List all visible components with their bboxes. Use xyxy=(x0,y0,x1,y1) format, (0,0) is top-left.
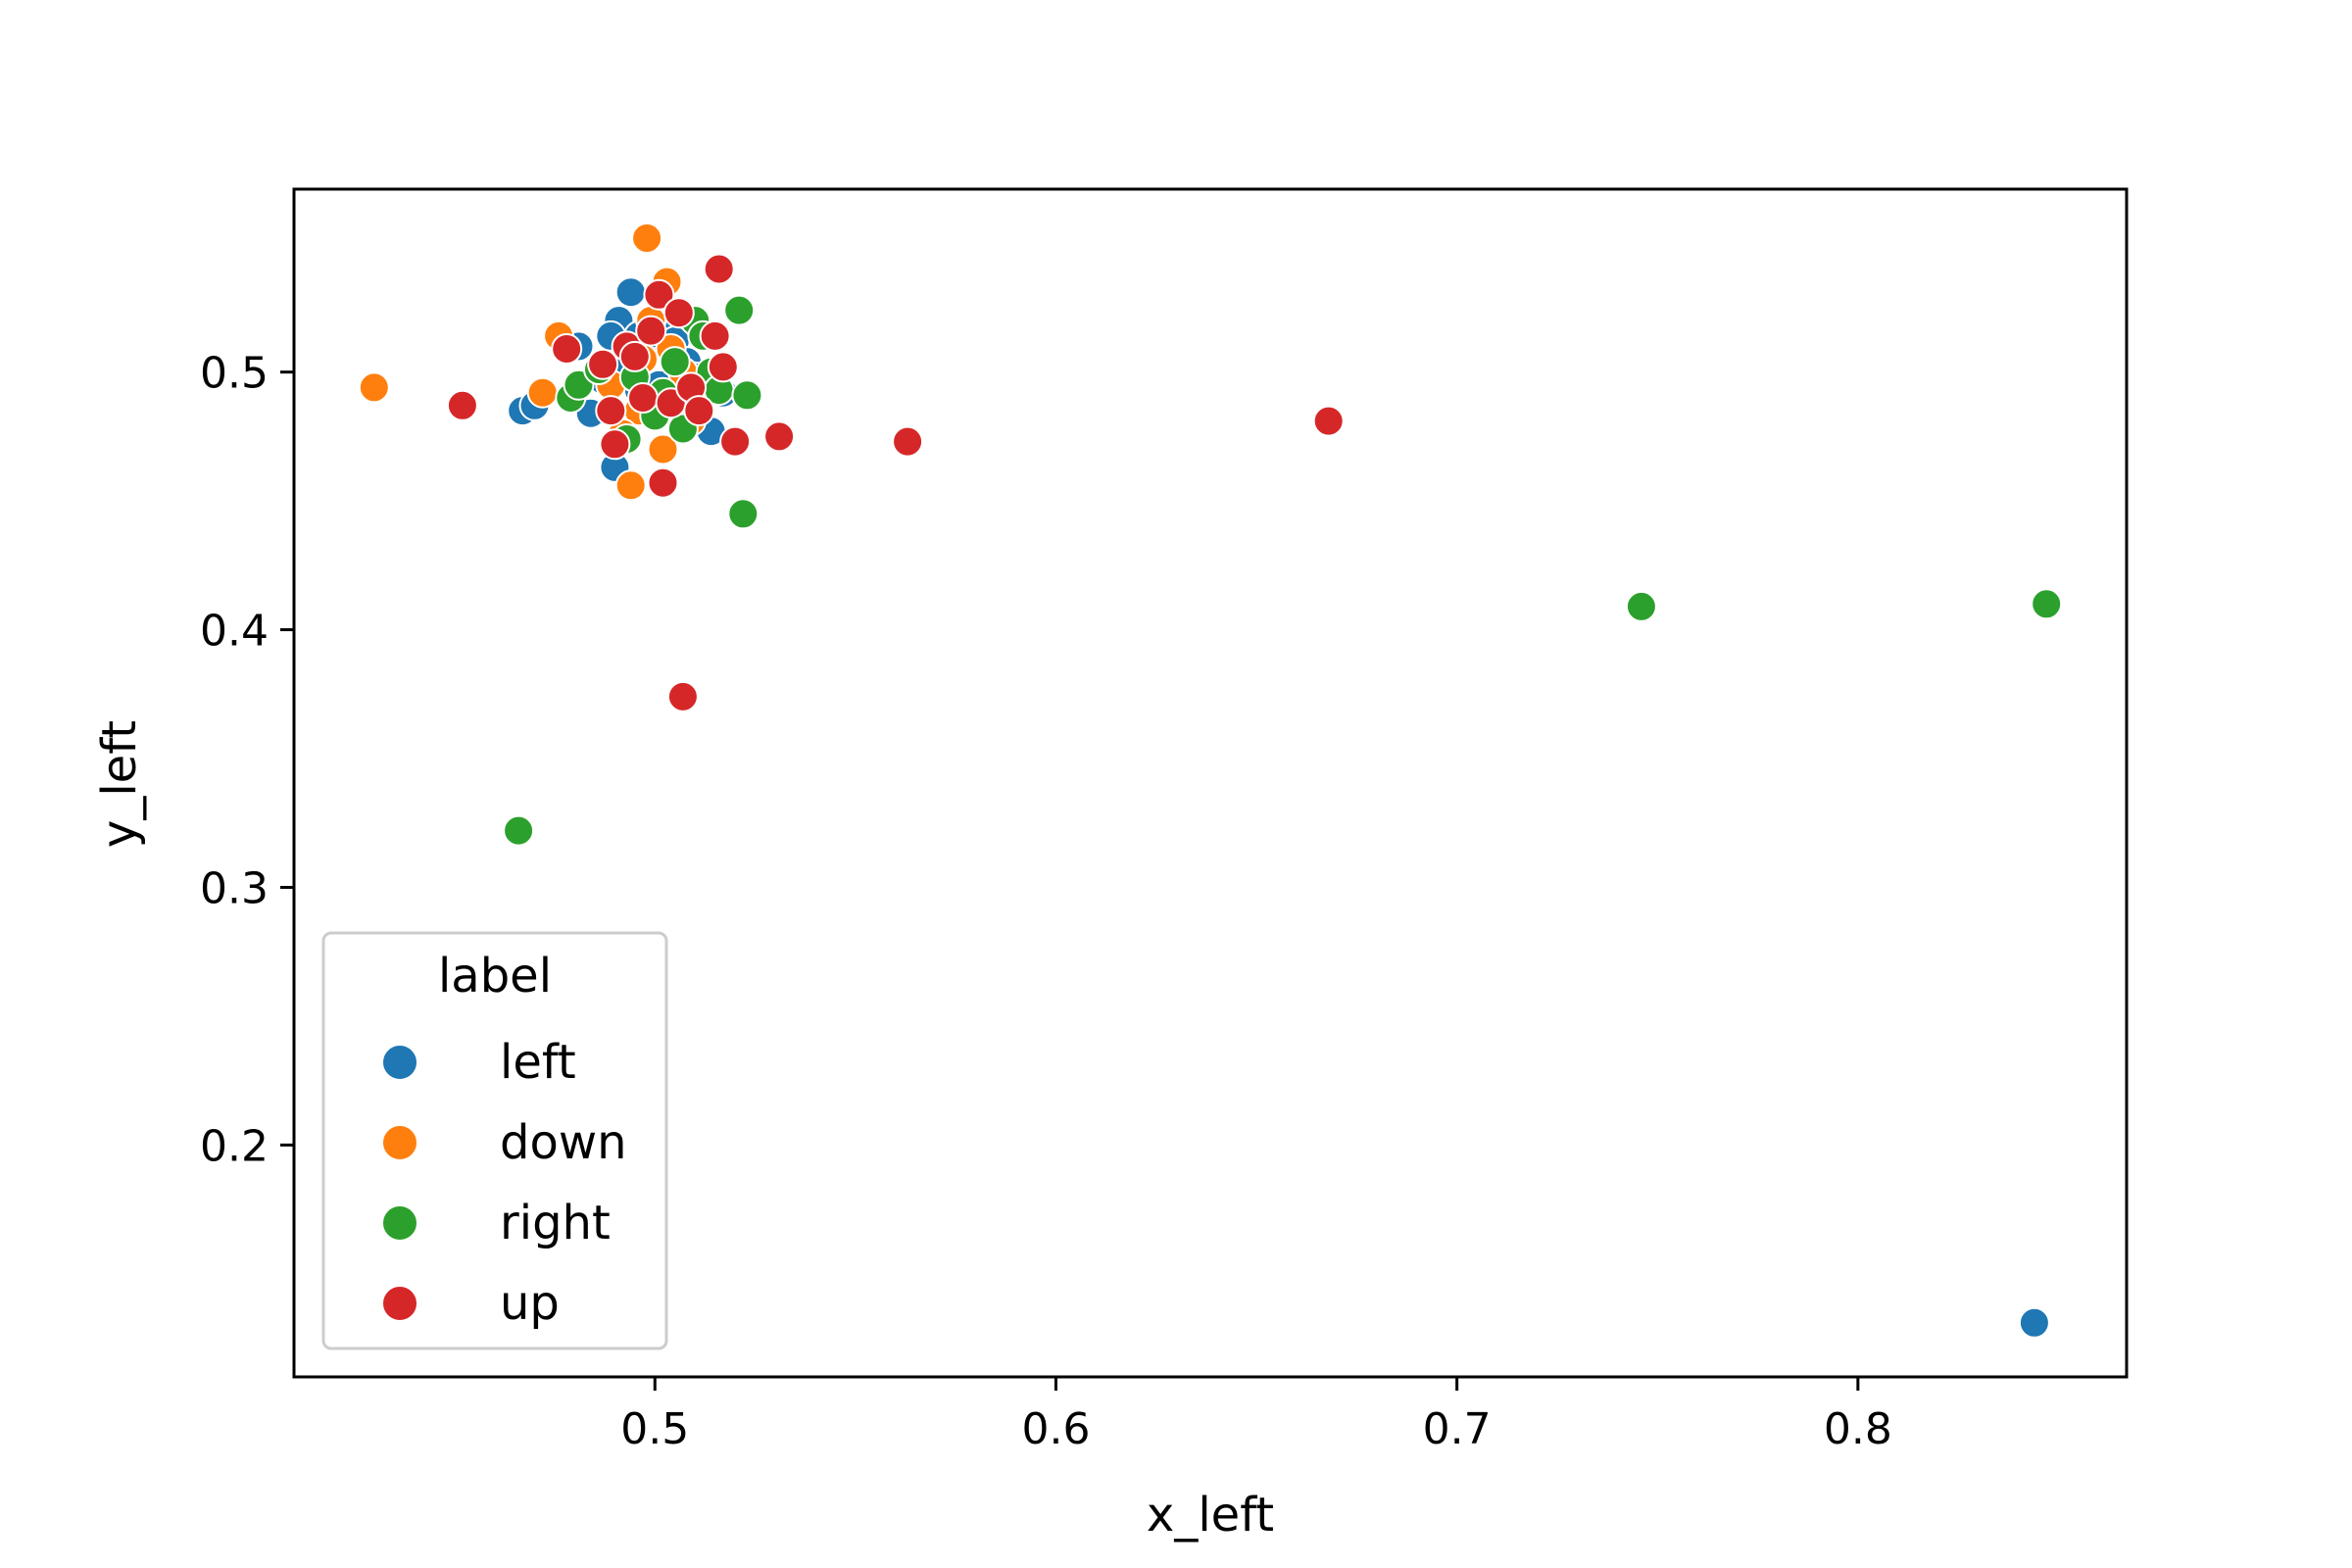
point-up xyxy=(599,428,631,461)
point-right xyxy=(659,346,691,378)
point-down xyxy=(614,469,647,502)
point-right xyxy=(727,498,760,530)
point-up xyxy=(1312,405,1345,437)
point-up xyxy=(587,348,619,380)
point-up xyxy=(618,340,651,372)
legend-marker xyxy=(381,1124,418,1161)
x-axis-label: x_left xyxy=(1147,1488,1274,1543)
legend-label: up xyxy=(500,1276,560,1331)
legend-entries: left down right up xyxy=(381,1035,627,1331)
point-up xyxy=(551,333,583,365)
point-up xyxy=(627,382,659,414)
plot-frame xyxy=(292,187,2129,1379)
point-up xyxy=(666,680,699,712)
legend-box xyxy=(321,931,668,1350)
x-tick-label: 0.7 xyxy=(1423,1404,1492,1454)
point-right xyxy=(731,379,763,412)
y-tick-label: 0.4 xyxy=(200,607,269,657)
series-up xyxy=(446,253,1345,712)
point-down xyxy=(647,433,679,466)
point-up xyxy=(446,389,478,421)
point-up xyxy=(699,319,731,352)
point-down xyxy=(526,376,559,409)
point-up xyxy=(635,315,667,347)
y-axis-ticks: 0.2 0.3 0.4 0.5 xyxy=(200,349,294,1171)
x-tick-label: 0.5 xyxy=(620,1404,689,1454)
point-down xyxy=(631,222,663,254)
point-up xyxy=(703,253,735,285)
point-up xyxy=(643,278,675,311)
legend-title: label xyxy=(438,949,552,1004)
y-tick-label: 0.5 xyxy=(200,349,269,399)
legend-label: down xyxy=(500,1115,627,1170)
point-up xyxy=(892,425,924,458)
x-tick-label: 0.8 xyxy=(1824,1404,1892,1454)
point-up xyxy=(763,420,796,453)
legend-marker xyxy=(381,1204,418,1242)
x-tick-label: 0.6 xyxy=(1021,1404,1090,1454)
point-down xyxy=(358,371,390,404)
legend-entry-down: down xyxy=(381,1115,627,1170)
point-up xyxy=(683,395,715,427)
x-axis-ticks: 0.5 0.6 0.7 0.8 xyxy=(620,1377,1892,1454)
legend-marker xyxy=(381,1285,418,1322)
legend-label: left xyxy=(500,1035,576,1090)
legend-entry-left: left xyxy=(381,1035,576,1090)
legend-label: right xyxy=(500,1196,611,1250)
point-right xyxy=(723,294,756,326)
point-right xyxy=(503,814,535,847)
point-up xyxy=(707,351,739,383)
point-up xyxy=(595,395,627,427)
y-tick-label: 0.2 xyxy=(200,1121,269,1171)
point-right xyxy=(1625,590,1657,622)
point-right xyxy=(2031,588,2063,620)
y-axis-label: y_left xyxy=(92,720,147,848)
legend-entry-right: right xyxy=(381,1196,611,1250)
point-up xyxy=(647,466,679,499)
points-layer xyxy=(358,222,2063,1339)
legend-entry-up: up xyxy=(381,1276,560,1331)
point-up xyxy=(719,425,752,458)
point-left xyxy=(2018,1306,2050,1339)
y-tick-label: 0.3 xyxy=(200,863,269,913)
legend-marker xyxy=(381,1044,418,1081)
point-left xyxy=(614,276,647,309)
legend: label left down right up xyxy=(321,931,668,1350)
point-up xyxy=(662,297,695,329)
